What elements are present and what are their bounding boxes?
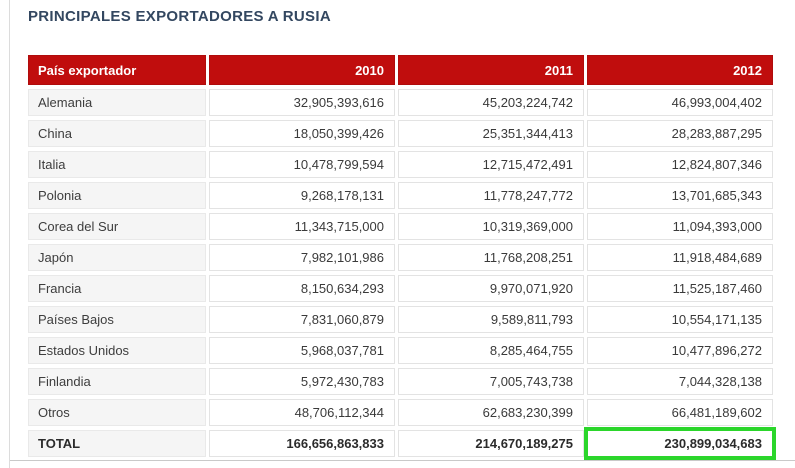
- country-cell: Estados Unidos: [28, 337, 206, 364]
- table-row: Italia 10,478,799,594 12,715,472,491 12,…: [28, 151, 773, 178]
- value-2010-cell: 11,343,715,000: [209, 213, 395, 240]
- total-2011-cell: 214,670,189,275: [398, 430, 584, 457]
- total-2010-cell: 166,656,863,833: [209, 430, 395, 457]
- table-row: Japón 7,982,101,986 11,768,208,251 11,91…: [28, 244, 773, 271]
- value-2011-cell: 62,683,230,399: [398, 399, 584, 426]
- country-cell: Japón: [28, 244, 206, 271]
- value-2011-cell: 12,715,472,491: [398, 151, 584, 178]
- value-2012-cell: 12,824,807,346: [587, 151, 773, 178]
- value-2011-cell: 25,351,344,413: [398, 120, 584, 147]
- value-2011-cell: 9,970,071,920: [398, 275, 584, 302]
- value-2012-cell: 28,283,887,295: [587, 120, 773, 147]
- country-cell: China: [28, 120, 206, 147]
- value-2010-cell: 8,150,634,293: [209, 275, 395, 302]
- table-row: Polonia 9,268,178,131 11,778,247,772 13,…: [28, 182, 773, 209]
- value-2011-cell: 7,005,743,738: [398, 368, 584, 395]
- value-2012-cell: 7,044,328,138: [587, 368, 773, 395]
- total-label-cell: TOTAL: [28, 430, 206, 457]
- value-2010-cell: 48,706,112,344: [209, 399, 395, 426]
- table-row: Países Bajos 7,831,060,879 9,589,811,793…: [28, 306, 773, 333]
- value-2010-cell: 32,905,393,616: [209, 89, 395, 116]
- value-2012-cell: 46,993,004,402: [587, 89, 773, 116]
- value-2011-cell: 11,768,208,251: [398, 244, 584, 271]
- country-cell: Francia: [28, 275, 206, 302]
- value-2010-cell: 18,050,399,426: [209, 120, 395, 147]
- table-row: Francia 8,150,634,293 9,970,071,920 11,5…: [28, 275, 773, 302]
- country-cell: Italia: [28, 151, 206, 178]
- value-2011-cell: 8,285,464,755: [398, 337, 584, 364]
- exporters-table: País exportador 2010 2011 2012 Alemania …: [25, 51, 776, 461]
- header-year-2010: 2010: [209, 55, 395, 85]
- page-left-border: [9, 0, 10, 468]
- country-cell: Otros: [28, 399, 206, 426]
- value-2012-cell: 13,701,685,343: [587, 182, 773, 209]
- table-row: Alemania 32,905,393,616 45,203,224,742 4…: [28, 89, 773, 116]
- table-row: Estados Unidos 5,968,037,781 8,285,464,7…: [28, 337, 773, 364]
- value-2012-cell: 66,481,189,602: [587, 399, 773, 426]
- value-2011-cell: 45,203,224,742: [398, 89, 584, 116]
- country-cell: Alemania: [28, 89, 206, 116]
- country-cell: Finlandia: [28, 368, 206, 395]
- value-2010-cell: 5,972,430,783: [209, 368, 395, 395]
- total-2012-cell-highlighted: 230,899,034,683: [584, 427, 776, 460]
- table-total-row: TOTAL 166,656,863,833 214,670,189,275 23…: [28, 427, 776, 460]
- value-2011-cell: 10,319,369,000: [398, 213, 584, 240]
- table-row: Otros 48,706,112,344 62,683,230,399 66,4…: [28, 399, 773, 426]
- value-2010-cell: 7,982,101,986: [209, 244, 395, 271]
- content-bottom-divider: [10, 460, 795, 461]
- country-cell: Corea del Sur: [28, 213, 206, 240]
- value-2012-cell: 11,094,393,000: [587, 213, 773, 240]
- page-title: PRINCIPALES EXPORTADORES A RUSIA: [28, 8, 331, 25]
- value-2010-cell: 7,831,060,879: [209, 306, 395, 333]
- value-2012-cell: 10,477,896,272: [587, 337, 773, 364]
- table-header-row: País exportador 2010 2011 2012: [28, 55, 773, 85]
- value-2011-cell: 9,589,811,793: [398, 306, 584, 333]
- value-2012-cell: 10,554,171,135: [587, 306, 773, 333]
- header-year-2011: 2011: [398, 55, 584, 85]
- value-2012-cell: 11,525,187,460: [587, 275, 773, 302]
- header-year-2012: 2012: [587, 55, 773, 85]
- table-row: China 18,050,399,426 25,351,344,413 28,2…: [28, 120, 773, 147]
- country-cell: Países Bajos: [28, 306, 206, 333]
- country-cell: Polonia: [28, 182, 206, 209]
- value-2010-cell: 9,268,178,131: [209, 182, 395, 209]
- value-2012-cell: 11,918,484,689: [587, 244, 773, 271]
- value-2011-cell: 11,778,247,772: [398, 182, 584, 209]
- table-row: Finlandia 5,972,430,783 7,005,743,738 7,…: [28, 368, 773, 395]
- value-2010-cell: 5,968,037,781: [209, 337, 395, 364]
- header-country-column: País exportador: [28, 55, 206, 85]
- table-row: Corea del Sur 11,343,715,000 10,319,369,…: [28, 213, 773, 240]
- value-2010-cell: 10,478,799,594: [209, 151, 395, 178]
